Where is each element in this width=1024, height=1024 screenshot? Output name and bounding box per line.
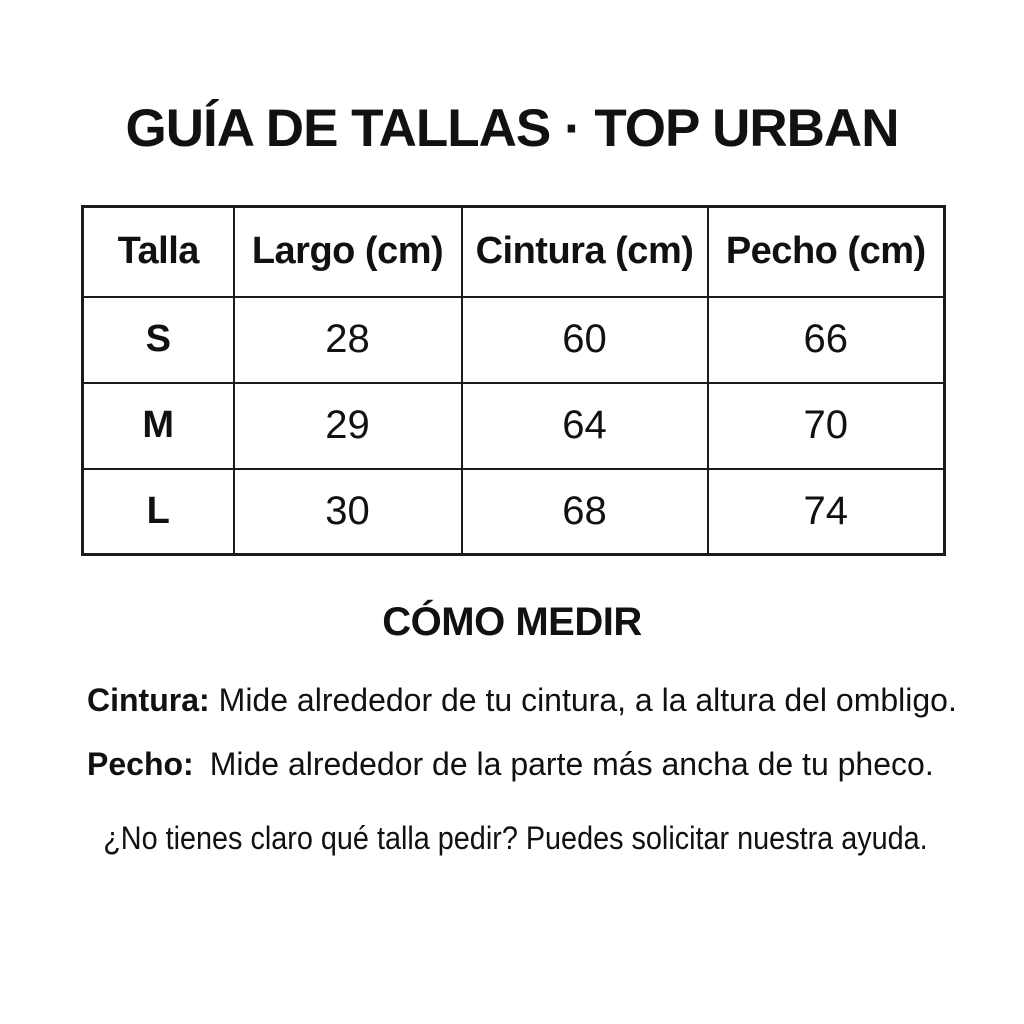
cintura-instruction: Cintura: Mide alrededor de tu cintura, a … — [87, 676, 971, 724]
cintura-label: Cintura: — [87, 682, 210, 718]
cell-l-cintura: 68 — [460, 467, 709, 556]
footer-note: ¿No tienes claro qué talla pedir? Puedes… — [103, 820, 928, 856]
column-header-largo: Largo (cm) — [232, 205, 463, 298]
table-row-size-l: L 30 68 74 — [81, 467, 946, 556]
page-title: GUÍA DE TALLAS · TOP URBAN — [125, 99, 900, 158]
table-row-size-s: S 28 60 66 — [81, 295, 946, 384]
cell-l-talla: L — [81, 467, 235, 556]
column-header-pecho: Pecho (cm) — [706, 205, 946, 298]
size-table: Talla Largo (cm) Cintura (cm) Pecho (cm)… — [81, 205, 946, 556]
cell-s-talla: S — [81, 295, 235, 384]
cell-m-pecho: 70 — [706, 381, 946, 470]
cell-m-cintura: 64 — [460, 381, 709, 470]
cintura-instruction-text: Mide alrededor de tu cintura, a la altur… — [218, 682, 957, 718]
how-to-measure-heading: CÓMO MEDIR — [382, 600, 642, 644]
column-header-talla: Talla — [81, 205, 235, 298]
measure-instructions: Cintura: Mide alrededor de tu cintura, a … — [87, 676, 971, 862]
cell-s-largo: 28 — [232, 295, 463, 384]
cell-s-cintura: 60 — [460, 295, 709, 384]
size-table-header-row: Talla Largo (cm) Cintura (cm) Pecho (cm) — [81, 205, 946, 298]
column-header-cintura: Cintura (cm) — [460, 205, 709, 298]
cell-s-pecho: 66 — [706, 295, 946, 384]
cell-m-largo: 29 — [232, 381, 463, 470]
cell-m-talla: M — [81, 381, 235, 470]
pecho-instruction: Pecho: Mide alrededor de la parte más anc… — [87, 740, 971, 788]
pecho-instruction-text: Mide alrededor de la parte más ancha de … — [209, 746, 934, 782]
cell-l-largo: 30 — [232, 467, 463, 556]
pecho-label: Pecho: — [87, 746, 194, 782]
cell-l-pecho: 74 — [706, 467, 946, 556]
table-row-size-m: M 29 64 70 — [81, 381, 946, 470]
